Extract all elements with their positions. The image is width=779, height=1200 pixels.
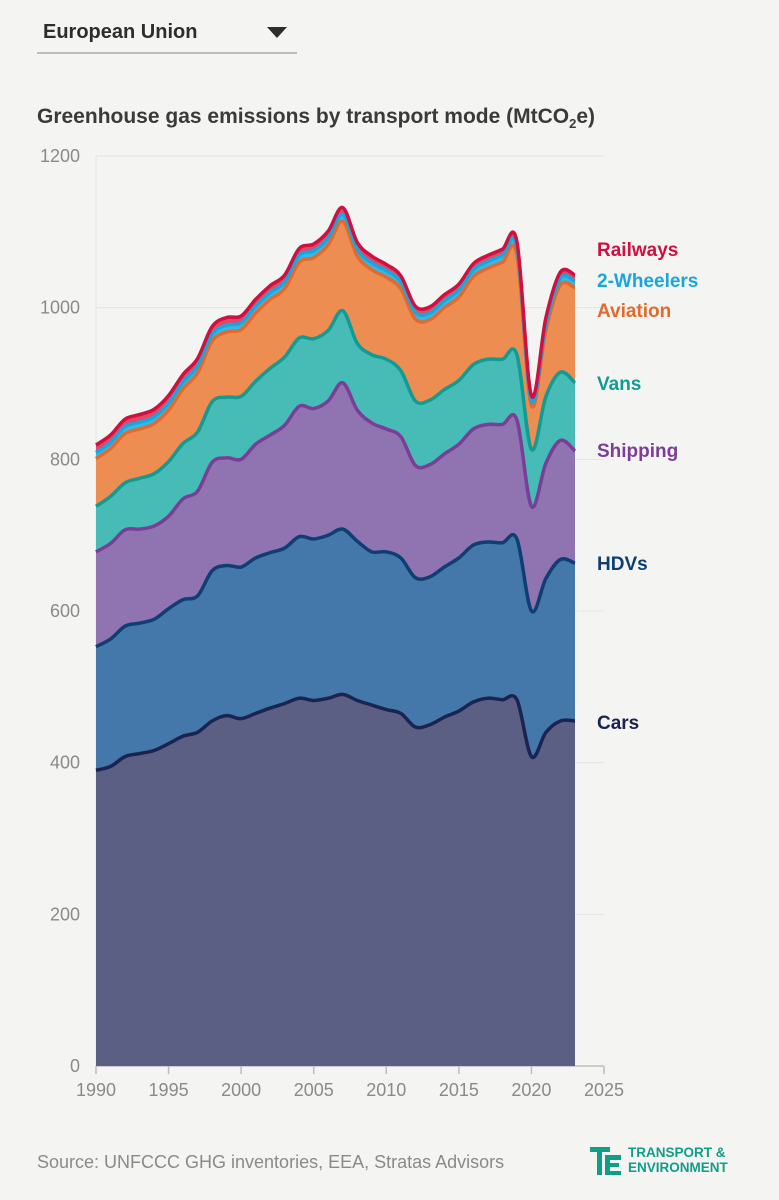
y-tick-label: 0 [70,1056,80,1076]
y-tick-label: 1000 [40,298,80,318]
series-label-shipping: Shipping [597,441,678,462]
x-axis-ticks: 1990 1995 2000 2005 2010 2015 2020 2025 [76,1066,624,1100]
region-dropdown-value: European Union [43,21,198,43]
source-note: Source: UNFCCC GHG inventories, EEA, Str… [37,1152,505,1172]
series-lines [95,205,577,772]
x-tick-label: 1995 [149,1080,189,1100]
y-axis-ticks: 0 200 400 600 800 1000 1200 [40,146,80,1076]
x-tick-label: 2025 [584,1080,624,1100]
series-label-cars: Cars [597,713,639,734]
line-shipping [95,380,577,554]
series-label-two_wheelers: 2-Wheelers [597,271,698,292]
chevron-down-icon [267,27,287,38]
chart-title: Greenhouse gas emissions by transport mo… [37,105,596,132]
stacked-areas [96,207,575,1067]
y-tick-label: 800 [50,449,80,469]
series-label-hdvs: HDVs [597,554,648,575]
x-tick-label: 2020 [511,1080,551,1100]
y-tick-label: 600 [50,601,80,621]
line-two_wheelers [95,212,576,454]
x-tick-label: 2010 [366,1080,406,1100]
line-vans [95,308,577,508]
series-label-vans: Vans [597,374,641,395]
x-tick-label: 2005 [294,1080,334,1100]
y-tick-label: 200 [50,904,80,924]
logo-line-1: TRANSPORT & [628,1145,726,1160]
x-tick-label: 2000 [221,1080,261,1100]
emissions-chart: 0 200 400 600 800 1000 1200 1990 1995 2000 2005 20… [40,146,698,1100]
y-tick-label: 400 [50,753,80,773]
x-tick-label: 1990 [76,1080,116,1100]
transport-environment-logo: TRANSPORT & ENVIRONMENT [590,1143,740,1179]
line-railways [95,205,576,447]
line-aviation [95,219,576,461]
series-label-railways: Railways [597,240,678,261]
line-cars [95,692,576,772]
logo-line-2: ENVIRONMENT [628,1160,728,1175]
x-tick-label: 2015 [439,1080,479,1100]
area-cars [96,694,575,1066]
series-label-aviation: Aviation [597,301,671,322]
line-hdvs [95,527,576,649]
y-tick-label: 1200 [40,146,80,166]
region-dropdown[interactable]: European Union [37,12,297,54]
series-labels: Cars HDVs Shipping Vans Aviation 2-Wheelers Ra… [597,240,698,734]
te-logo-icon [590,1147,621,1175]
